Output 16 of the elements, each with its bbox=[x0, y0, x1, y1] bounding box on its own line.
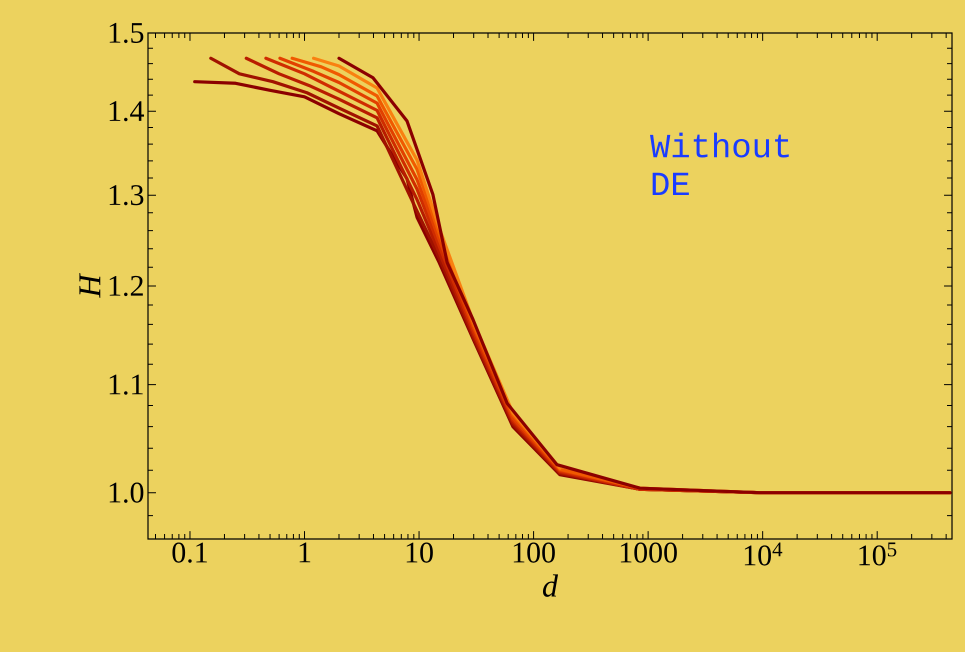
y-tick-label: 1.4 bbox=[110, 101, 144, 122]
y-tick-label: 1.3 bbox=[110, 185, 144, 206]
x-tick-label: 0.1 bbox=[172, 542, 207, 563]
x-tick-label: 10 bbox=[406, 542, 433, 563]
y-tick-label: 1.2 bbox=[110, 276, 143, 296]
x-tick-label: 1 bbox=[300, 542, 310, 562]
annotation: Without DE bbox=[650, 132, 789, 196]
x-axis-title: d bbox=[543, 574, 558, 597]
y-tick-label: 1.0 bbox=[110, 482, 144, 503]
y-tick-label: 1.5 bbox=[110, 22, 144, 44]
x-tick-label: 10$^{4}$ bbox=[744, 542, 782, 566]
y-axis-title: H bbox=[79, 273, 100, 298]
x-tick-label: 100 bbox=[514, 542, 555, 563]
x-tick-label: 1000 bbox=[620, 542, 677, 563]
y-tick-label: 1.1 bbox=[110, 374, 143, 395]
x-tick-label: 10$^{5}$ bbox=[859, 542, 896, 566]
